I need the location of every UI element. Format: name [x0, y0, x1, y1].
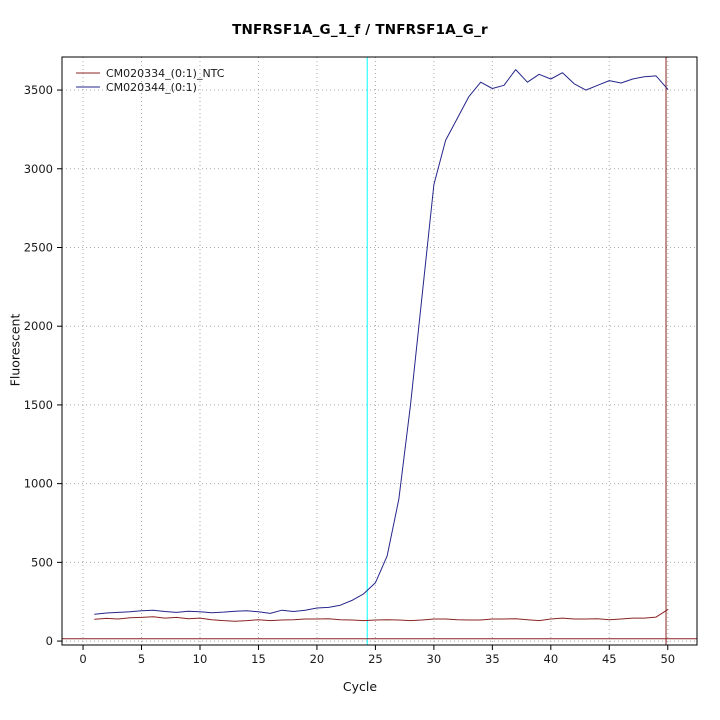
legend-label-CM020344_(0:1): CM020344_(0:1) [106, 81, 197, 94]
x-tick-label: 10 [193, 652, 208, 666]
plot-border [61, 56, 698, 646]
x-tick-label: 45 [602, 652, 617, 666]
y-tick-label: 500 [31, 555, 53, 569]
chart-title: TNFRSF1A_G_1_f / TNFRSF1A_G_r [232, 22, 488, 38]
y-tick-label: 1500 [24, 398, 53, 412]
y-tick-label: 3000 [24, 162, 53, 176]
series-line-CM020334_(0:1)_NTC [94, 609, 669, 622]
x-tick-label: 25 [368, 652, 383, 666]
y-tick-label: 1000 [24, 477, 53, 491]
x-tick-label: 5 [138, 652, 145, 666]
y-tick-label: 2500 [24, 240, 53, 254]
y-tick-label: 2000 [24, 319, 53, 333]
axes [57, 89, 669, 650]
x-tick-label: 15 [251, 652, 266, 666]
series-line-CM020344_(0:1) [94, 69, 669, 615]
y-tick-label: 3500 [24, 83, 53, 97]
gridlines [62, 57, 697, 645]
x-tick-label: 30 [427, 652, 442, 666]
x-tick-label: 20 [310, 652, 325, 666]
x-tick-label: 50 [660, 652, 675, 666]
x-tick-label: 35 [485, 652, 500, 666]
x-tick-label: 0 [79, 652, 86, 666]
x-tick-label: 40 [544, 652, 559, 666]
x-axis-label: Cycle [342, 679, 378, 694]
y-tick-label: 0 [46, 634, 53, 648]
legend-label-CM020334_(0:1)_NTC: CM020334_(0:1)_NTC [106, 67, 225, 80]
